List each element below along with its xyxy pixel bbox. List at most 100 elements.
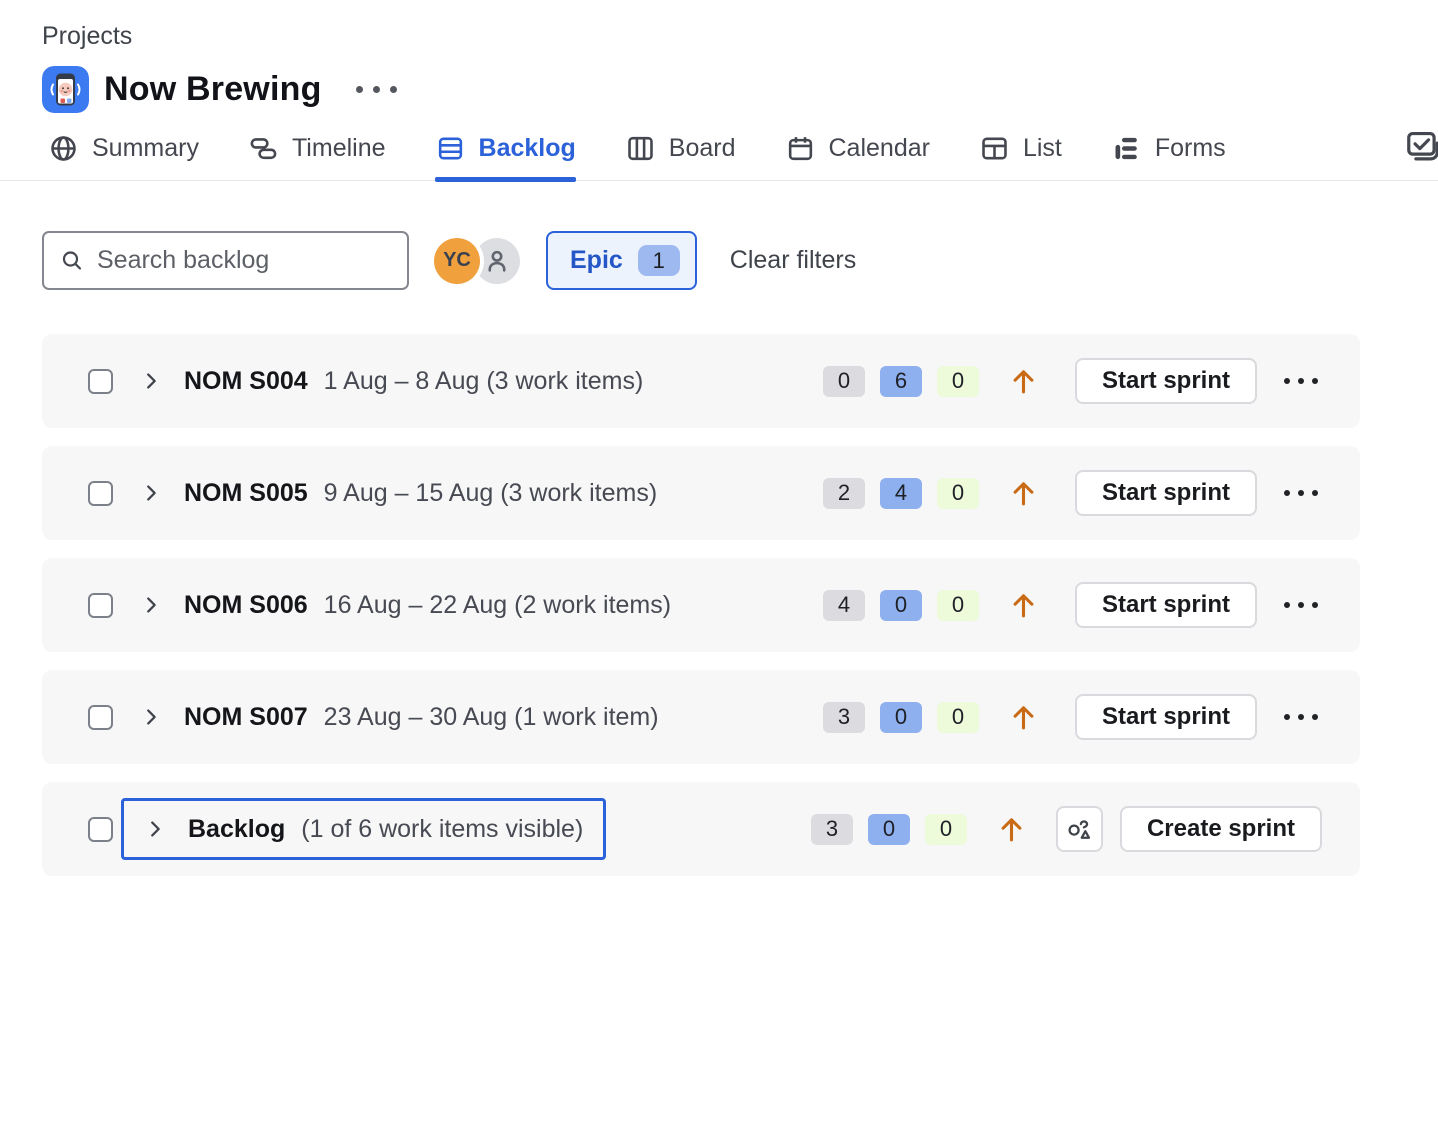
backlog-meta: (1 of 6 work items visible) — [301, 814, 584, 843]
page-title: Now Brewing — [104, 70, 322, 108]
sprint-row-actions: 2 4 0 Start sprint — [822, 470, 1322, 516]
person-icon — [488, 250, 506, 272]
sprint-row-nom-s004: NOM S004 1 Aug – 8 Aug (3 work items) 0 … — [42, 334, 1360, 428]
calendar-icon — [788, 137, 812, 161]
sprint-meta: 23 Aug – 30 Aug (1 work item) — [323, 702, 659, 731]
move-up-button[interactable] — [1008, 366, 1039, 397]
start-sprint-button[interactable]: Start sprint — [1074, 694, 1257, 740]
move-up-button[interactable] — [1008, 590, 1039, 621]
chevron-right-icon — [147, 485, 156, 501]
tab-summary[interactable]: Summary — [48, 133, 199, 180]
sprint-name: NOM S006 — [184, 590, 308, 619]
sprint-meta: 16 Aug – 22 Aug (2 work items) — [323, 590, 672, 619]
tab-all-work-partial[interactable] — [1404, 128, 1438, 166]
inprogress-count-badge: 6 — [879, 365, 922, 397]
sprint-more-button[interactable] — [1280, 480, 1322, 506]
row-checkbox[interactable] — [88, 704, 113, 730]
move-up-button[interactable] — [1008, 702, 1039, 733]
backlog-toolbar: YC Epic 1 Clear filters — [42, 231, 1438, 290]
done-count-badge: 0 — [936, 365, 979, 397]
header: Projects Now Brewing — [0, 0, 1438, 113]
backlog-row: Backlog (1 of 6 work items visible) 3 0 … — [42, 782, 1360, 876]
todo-count-badge: 0 — [822, 365, 865, 397]
start-sprint-button[interactable]: Start sprint — [1074, 470, 1257, 516]
tab-label: Timeline — [291, 134, 386, 162]
expand-chevron[interactable] — [144, 818, 166, 840]
todo-count-badge: 3 — [810, 813, 853, 845]
project-avatar-icon — [42, 66, 89, 113]
done-count-badge: 0 — [936, 701, 979, 733]
chevron-right-icon — [147, 709, 156, 725]
backlog-focus-outline[interactable]: Backlog (1 of 6 work items visible) — [121, 798, 607, 860]
clear-filters-button[interactable]: Clear filters — [729, 246, 857, 274]
arrow-up-icon — [1013, 593, 1034, 617]
sprint-more-button[interactable] — [1280, 368, 1322, 394]
arrow-up-icon — [1013, 705, 1034, 729]
group-by-shapes-button[interactable] — [1055, 806, 1103, 852]
arrow-up-icon — [1013, 481, 1034, 505]
expand-chevron[interactable] — [140, 706, 162, 728]
start-sprint-button[interactable]: Start sprint — [1074, 358, 1257, 404]
backlog-name: Backlog — [188, 814, 286, 843]
sprint-more-button[interactable] — [1280, 592, 1322, 618]
sprint-row-nom-s007: NOM S007 23 Aug – 30 Aug (1 work item) 3… — [42, 670, 1360, 764]
arrow-up-icon — [1001, 817, 1022, 841]
inprogress-count-badge: 0 — [879, 701, 922, 733]
move-up-button[interactable] — [1008, 478, 1039, 509]
epic-filter-chip[interactable]: Epic 1 — [546, 231, 697, 290]
chevron-right-icon — [151, 821, 160, 837]
tab-backlog[interactable]: Backlog — [434, 133, 577, 182]
sprint-more-button[interactable] — [1280, 704, 1322, 730]
sprint-name: NOM S004 — [184, 366, 308, 395]
breadcrumb[interactable]: Projects — [42, 22, 133, 50]
tab-label: Calendar — [828, 134, 930, 162]
done-count-badge: 0 — [936, 477, 979, 509]
sprint-row-actions: 3 0 0 Start sprint — [822, 694, 1322, 740]
row-checkbox[interactable] — [88, 816, 113, 842]
tab-list[interactable]: List — [979, 133, 1062, 180]
epic-filter-count-badge: 1 — [637, 245, 680, 276]
tab-timeline[interactable]: Timeline — [248, 133, 386, 180]
tab-calendar[interactable]: Calendar — [785, 133, 930, 180]
move-up-button[interactable] — [996, 814, 1027, 845]
sprint-row-actions: 0 6 0 Start sprint — [822, 358, 1322, 404]
avatar-initials: YC — [443, 249, 471, 271]
expand-chevron[interactable] — [140, 482, 162, 504]
tab-label: Summary — [92, 134, 199, 162]
row-checkbox[interactable] — [88, 368, 113, 394]
expand-chevron[interactable] — [140, 594, 162, 616]
backlog-row-actions: 3 0 0 Create sprint — [810, 806, 1322, 852]
globe-icon — [51, 136, 76, 161]
board-icon — [628, 136, 653, 161]
search-input[interactable] — [96, 246, 391, 275]
todo-count-badge: 2 — [822, 477, 865, 509]
row-checkbox[interactable] — [88, 480, 113, 506]
sprint-meta: 1 Aug – 8 Aug (3 work items) — [323, 366, 644, 395]
project-more-button[interactable] — [348, 78, 405, 101]
avatar-unassigned[interactable] — [474, 237, 520, 284]
row-checkbox[interactable] — [88, 592, 113, 618]
checked-box-icon — [1407, 131, 1438, 161]
sprint-meta: 9 Aug – 15 Aug (3 work items) — [323, 478, 658, 507]
done-count-badge: 0 — [936, 589, 979, 621]
search-box — [42, 231, 409, 290]
sprint-row-nom-s006: NOM S006 16 Aug – 22 Aug (2 work items) … — [42, 558, 1360, 652]
tab-board[interactable]: Board — [625, 133, 736, 180]
backlog-icon — [438, 137, 462, 160]
sprint-row-actions: 4 0 0 Start sprint — [822, 582, 1322, 628]
shapes-icon — [1068, 819, 1091, 839]
tab-label: Board — [668, 134, 736, 162]
timeline-icon — [250, 138, 277, 160]
avatar-yc[interactable]: YC — [434, 237, 480, 284]
epic-filter-label: Epic — [570, 246, 623, 274]
create-sprint-button[interactable]: Create sprint — [1119, 806, 1322, 852]
search-icon — [62, 251, 82, 270]
expand-chevron[interactable] — [140, 370, 162, 392]
tab-forms[interactable]: Forms — [1111, 133, 1226, 180]
start-sprint-button[interactable]: Start sprint — [1074, 582, 1257, 628]
sprint-name: NOM S007 — [184, 702, 308, 731]
tab-label: Backlog — [478, 134, 576, 162]
sprint-name: NOM S005 — [184, 478, 308, 507]
project-title-row: Now Brewing — [42, 66, 1438, 113]
chevron-right-icon — [147, 373, 156, 389]
